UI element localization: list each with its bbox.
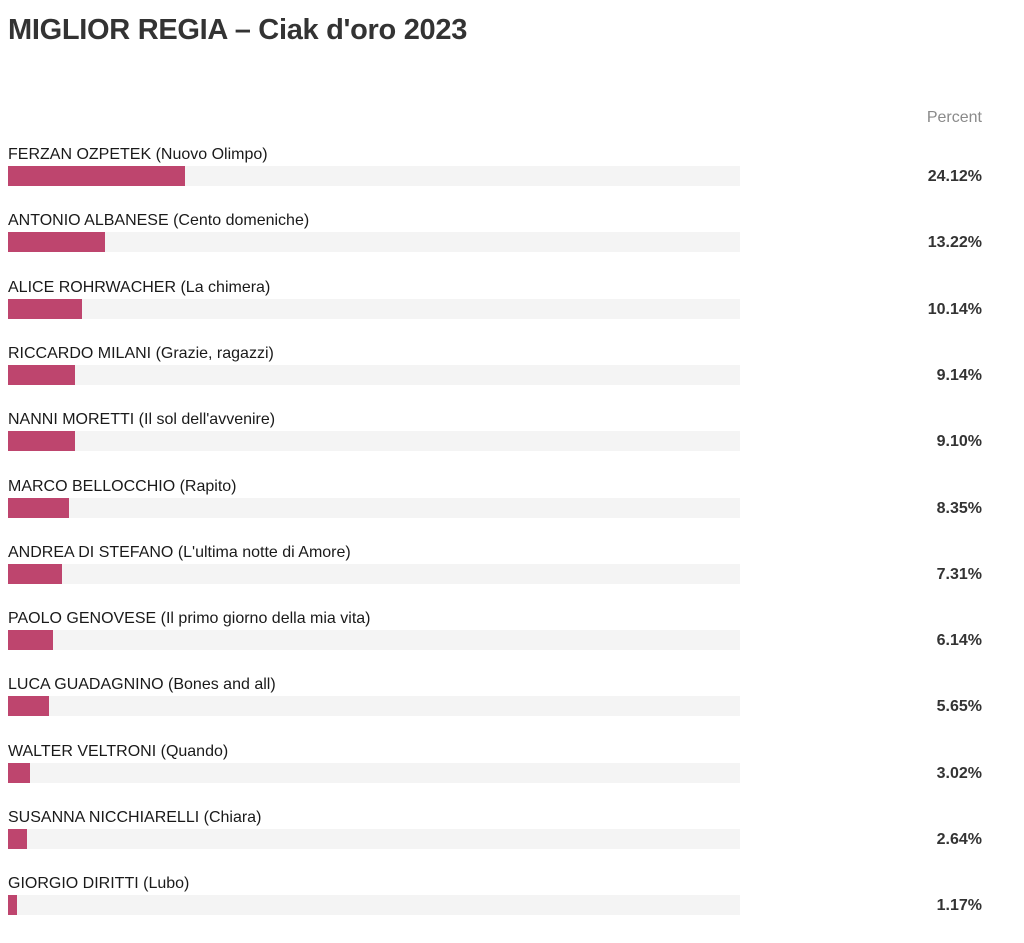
bar-row: ANDREA DI STEFANO (L'ultima notte di Amo… [0,544,1024,610]
bar-category-label: FERZAN OZPETEK (Nuovo Olimpo) [8,146,268,163]
bar-track [8,166,740,186]
bar-track [8,298,740,319]
bar-row: LUCA GUADAGNINO (Bones and all) 5.65% [0,676,1024,742]
bar-category-label: ALICE ROHRWACHER (La chimera) [8,278,271,296]
bar-row: ANTONIO ALBANESE (Cento domeniche) 13.22% [0,212,1024,278]
bar-track [8,762,740,783]
bar-category-label: RICCARDO MILANI (Grazie, ragazzi) [8,344,274,362]
bar-category-label: SUSANNA NICCHIARELLI (Chiara) [8,809,262,826]
bar-value-label: 9.10% [936,433,982,451]
bar-value-label: 13.22% [927,234,982,252]
bar-track [8,232,740,253]
bar [8,696,50,717]
bar [8,895,17,916]
bar-row: FERZAN OZPETEK (Nuovo Olimpo) 24.12% [0,146,1024,212]
bar-track [8,563,740,584]
bar-value-label: 6.14% [936,632,982,650]
bar-value-label: 5.65% [936,698,982,716]
bar-category-label: LUCA GUADAGNINO (Bones and all) [8,676,276,694]
bar [8,762,31,783]
bar-row: GIORGIO DIRITTI (Lubo) 1.17% [0,875,1024,941]
bar-category-label: NANNI MORETTI (Il sol dell'avvenire) [8,411,276,429]
bar [8,630,53,651]
bar-category-label: WALTER VELTRONI (Quando) [8,742,229,760]
bar [8,364,75,385]
bar-value-label: 24.12% [927,168,982,185]
bar-row: NANNI MORETTI (Il sol dell'avvenire) 9.10… [0,411,1024,477]
bar-track [8,431,740,452]
bar-track [8,696,740,717]
bar-row: PAOLO GENOVESE (Il primo giorno della mi… [0,610,1024,676]
bar-category-label: GIORGIO DIRITTI (Lubo) [8,875,190,893]
bar-value-label: 3.02% [936,764,982,782]
bar [8,563,62,584]
bar [8,232,105,253]
bar-category-label: ANTONIO ALBANESE (Cento domeniche) [8,212,310,230]
bar-category-label: ANDREA DI STEFANO (L'ultima notte di Amo… [8,543,351,561]
bar-value-label: 10.14% [927,300,982,318]
bar-value-label: 8.35% [936,499,982,517]
bar-track [8,364,740,385]
bar [8,431,75,452]
bar [8,497,70,518]
bar-row: ALICE ROHRWACHER (La chimera) 10.14% [0,279,1024,345]
bar-row: SUSANNA NICCHIARELLI (Chiara) 2.64% [0,809,1024,875]
bar-track [8,895,740,916]
bar-value-label: 7.31% [936,565,982,583]
bar-row: MARCO BELLOCCHIO (Rapito) 8.35% [0,478,1024,544]
bar-category-label: MARCO BELLOCCHIO (Rapito) [8,477,237,495]
percent-column-header: Percent [926,109,982,126]
bar-value-label: 1.17% [936,897,982,915]
bar-track [8,497,740,518]
bar [8,166,185,186]
bar-row: WALTER VELTRONI (Quando) 3.02% [0,743,1024,809]
chart-title: MIGLIOR REGIA – Ciak d'oro 2023 [8,14,468,46]
bar [8,829,28,849]
bar-track [8,829,740,849]
bar-row: RICCARDO MILANI (Grazie, ragazzi) 9.14% [0,345,1024,411]
bar-value-label: 2.64% [936,831,982,848]
bar-value-label: 9.14% [936,366,982,384]
bar-track [8,630,740,651]
bar-category-label: PAOLO GENOVESE (Il primo giorno della mi… [8,610,371,628]
bar [8,298,83,319]
